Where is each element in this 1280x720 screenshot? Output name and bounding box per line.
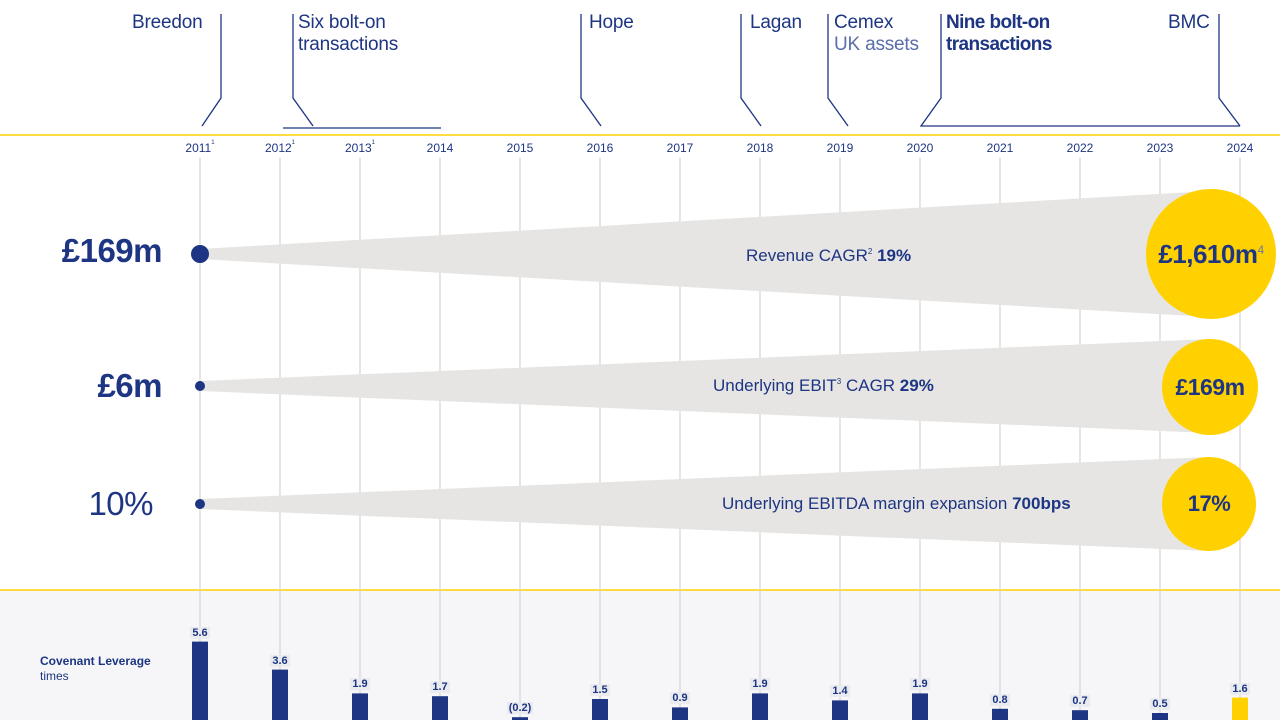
ebit-wedge-start-dot [195,381,205,391]
leverage-bar-2014 [432,696,448,720]
leverage-title: Covenant Leverage times [40,654,151,683]
milestone-nine-bolt-on: Nine bolt-on transactions [946,12,1052,55]
year-label-2021: 2021 [986,141,1014,155]
leverage-band [0,590,1280,720]
bar-label-2012: 3.6 [270,654,290,667]
year-label-2019: 2019 [826,141,854,155]
leverage-bar-2012 [272,669,288,720]
year-label-2014: 2014 [426,141,454,155]
bar-label-2015: (0.2) [506,702,534,715]
bar-label-2020: 1.9 [910,678,930,691]
year-label-2013: 20131 [344,140,376,155]
year-label-2024: 2024 [1226,141,1254,155]
bar-label-2016: 1.5 [590,684,610,696]
breedon-connector [201,14,222,127]
margin-end-bubble: 17% [1162,457,1256,551]
margin-start-value: 10% [88,485,153,522]
leverage-bar-2020 [912,693,928,720]
margin-expansion-caption: Underlying EBITDA margin expansion 700bp… [712,494,1081,514]
bar-label-2021: 0.8 [990,693,1010,706]
bar-label-2019: 1.4 [830,685,850,698]
six-bolt-on-connector [283,14,441,129]
bar-label-2014: 1.7 [430,681,450,694]
milestone-hope: Hope [589,12,634,33]
leverage-bars [192,641,1248,720]
leverage-bar-2021 [992,708,1008,720]
bmc-connector [1218,14,1241,127]
year-label-2023: 2023 [1146,141,1174,155]
ebit-wedge [200,339,1210,433]
leverage-bar-2015 [512,717,528,720]
leverage-bar-2019 [832,700,848,720]
ebit-start-value: £6m [97,367,162,404]
milestone-bmc: BMC [1168,12,1210,33]
year-label-2018: 2018 [746,141,774,155]
year-label-2015: 2015 [506,141,534,155]
nine-bolt-on-connector [919,14,1240,127]
leverage-bar-2024 [1232,697,1248,720]
leverage-bar-2022 [1072,710,1088,720]
year-label-2011: 20111 [185,140,215,155]
year-label-2017: 2017 [666,141,694,155]
bar-label-2024: 1.6 [1230,682,1250,695]
leverage-bar-2011 [192,641,208,720]
hope-connector [580,14,602,127]
milestone-lagan: Lagan [750,12,802,33]
milestone-cemex: Cemex UK assets [834,12,919,55]
bar-label-2011: 5.6 [190,626,210,639]
revenue-wedge-start-dot [191,245,209,263]
ebit-cagr-caption: Underlying EBIT3 CAGR 29% [713,376,934,395]
milestone-connectors [201,14,1241,129]
bar-label-2022: 0.7 [1070,695,1090,708]
milestone-breedon: Breedon [132,12,203,33]
ebit-end-bubble: £169m [1162,339,1258,435]
leverage-bar-2016 [592,699,608,720]
year-label-2016: 2016 [586,141,614,155]
year-label-2022: 2022 [1066,141,1094,155]
leverage-bar-2017 [672,707,688,720]
cemex-connector [827,14,849,127]
year-label-2012: 20121 [264,140,296,155]
year-label-2020: 2020 [906,141,934,155]
leverage-bar-2018 [752,693,768,720]
milestone-six-bolt-on: Six bolt-on transactions [298,12,399,55]
growth-wedges [191,191,1210,551]
leverage-bar-2023 [1152,713,1168,720]
revenue-cagr-caption: Revenue CAGR2 19% [746,246,912,265]
margin-wedge-start-dot [195,499,205,509]
revenue-start-value: £169m [61,232,163,269]
bar-label-2013: 1.9 [350,678,370,691]
bar-label-2017: 0.9 [670,692,690,705]
revenue-wedge [200,191,1210,317]
leverage-bar-2013 [352,693,368,720]
lagan-connector [740,14,762,127]
bar-label-2023: 0.5 [1150,698,1170,710]
revenue-end-bubble: £1,610m 4 [1146,189,1276,319]
bar-label-2018: 1.9 [750,678,770,691]
margin-wedge [200,457,1210,551]
